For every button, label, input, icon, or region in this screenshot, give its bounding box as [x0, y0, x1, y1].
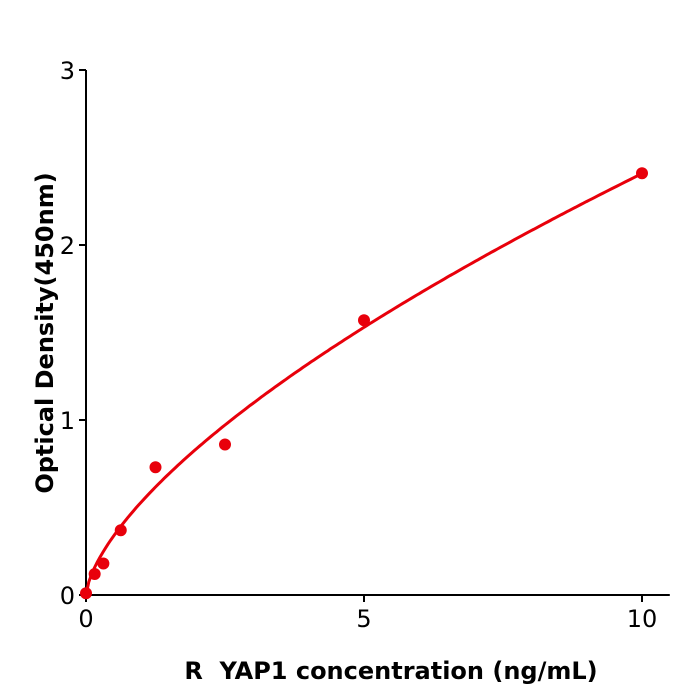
data-points: [80, 167, 648, 600]
data-point: [80, 587, 92, 600]
x-axis-label: R YAP1 concentration (ng/mL): [184, 657, 597, 685]
x-tick-label: 10: [627, 605, 658, 633]
y-tick-label: 2: [60, 232, 75, 260]
data-point: [636, 167, 648, 180]
y-axis-label: Optical Density(450nm): [31, 172, 59, 493]
x-tick-label: 5: [356, 605, 371, 633]
data-point: [114, 524, 127, 537]
data-point: [97, 557, 110, 570]
x-tick-label: 0: [78, 605, 93, 633]
data-point: [149, 461, 162, 474]
data-point: [88, 568, 101, 580]
axes: 0 5 10 0 1 2 3: [60, 57, 670, 633]
data-point: [358, 314, 370, 327]
y-tick-label: 0: [60, 582, 75, 610]
y-tick-label: 1: [60, 407, 75, 435]
data-point: [219, 438, 231, 451]
y-tick-label: 3: [60, 57, 75, 85]
fit-curve: [84, 172, 643, 596]
